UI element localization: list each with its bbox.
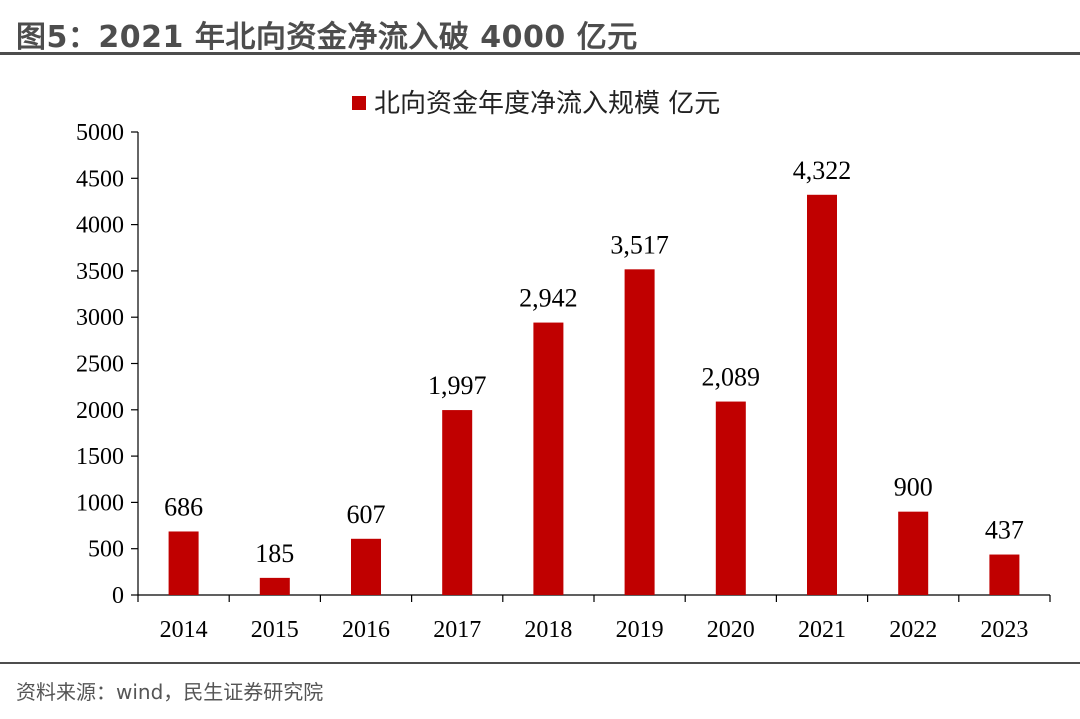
x-tick-label: 2014 — [160, 617, 208, 643]
footer-divider — [0, 662, 1080, 664]
y-tick-label: 1000 — [76, 490, 124, 516]
title-divider — [0, 52, 1080, 55]
legend-label: 北向资金年度净流入规模 亿元 — [374, 89, 720, 119]
data-label-2022: 900 — [894, 473, 933, 502]
source-note: 资料来源：wind，民生证券研究院 — [16, 680, 324, 704]
bar-2014 — [168, 531, 199, 595]
y-tick-label: 4000 — [76, 213, 124, 239]
bar-2023 — [989, 554, 1020, 595]
y-tick-label: 1500 — [76, 444, 124, 470]
y-tick-label: 3500 — [76, 259, 124, 285]
data-label-2020: 2,089 — [702, 363, 761, 392]
data-label-2019: 3,517 — [610, 230, 669, 259]
data-label-2021: 4,322 — [793, 156, 852, 185]
x-tick-label: 2018 — [524, 617, 572, 643]
x-tick-label: 2020 — [707, 617, 755, 643]
bar-2019 — [624, 269, 655, 595]
y-tick-label: 2500 — [76, 352, 124, 378]
x-tick-label: 2019 — [616, 617, 664, 643]
data-label-2017: 1,997 — [428, 371, 487, 400]
data-label-2014: 686 — [164, 492, 203, 521]
y-tick-label: 0 — [112, 583, 124, 609]
x-tick-label: 2017 — [433, 617, 481, 643]
bar-2018 — [533, 322, 564, 595]
data-label-2015: 185 — [255, 539, 294, 568]
y-tick-label: 5000 — [76, 120, 124, 146]
data-label-2016: 607 — [347, 500, 386, 529]
bar-2021 — [807, 194, 837, 595]
x-tick-label: 2022 — [889, 617, 937, 643]
x-tick-label: 2021 — [798, 617, 846, 643]
x-tick-label: 2023 — [980, 617, 1028, 643]
data-label-2023: 437 — [985, 516, 1024, 545]
bar-2022 — [898, 511, 929, 595]
x-tick-label: 2015 — [251, 617, 299, 643]
y-tick-label: 4500 — [76, 166, 124, 192]
bar-2016 — [351, 538, 381, 595]
figure-title: 图5：2021 年北向资金净流入破 4000 亿元 — [16, 20, 638, 55]
y-tick-label: 3000 — [76, 305, 124, 331]
y-tick-label: 500 — [88, 537, 124, 563]
bar-chart: 北向资金年度净流入规模 亿元 0 500 1000 1500 2000 2500 3000 35… — [76, 89, 1051, 643]
bar-2020 — [715, 401, 746, 595]
legend-swatch — [352, 96, 366, 110]
bar-2017 — [442, 410, 473, 595]
bar-2015 — [259, 577, 290, 595]
x-tick-label: 2016 — [342, 617, 390, 643]
data-label-2018: 2,942 — [519, 284, 578, 313]
y-tick-label: 2000 — [76, 398, 124, 424]
